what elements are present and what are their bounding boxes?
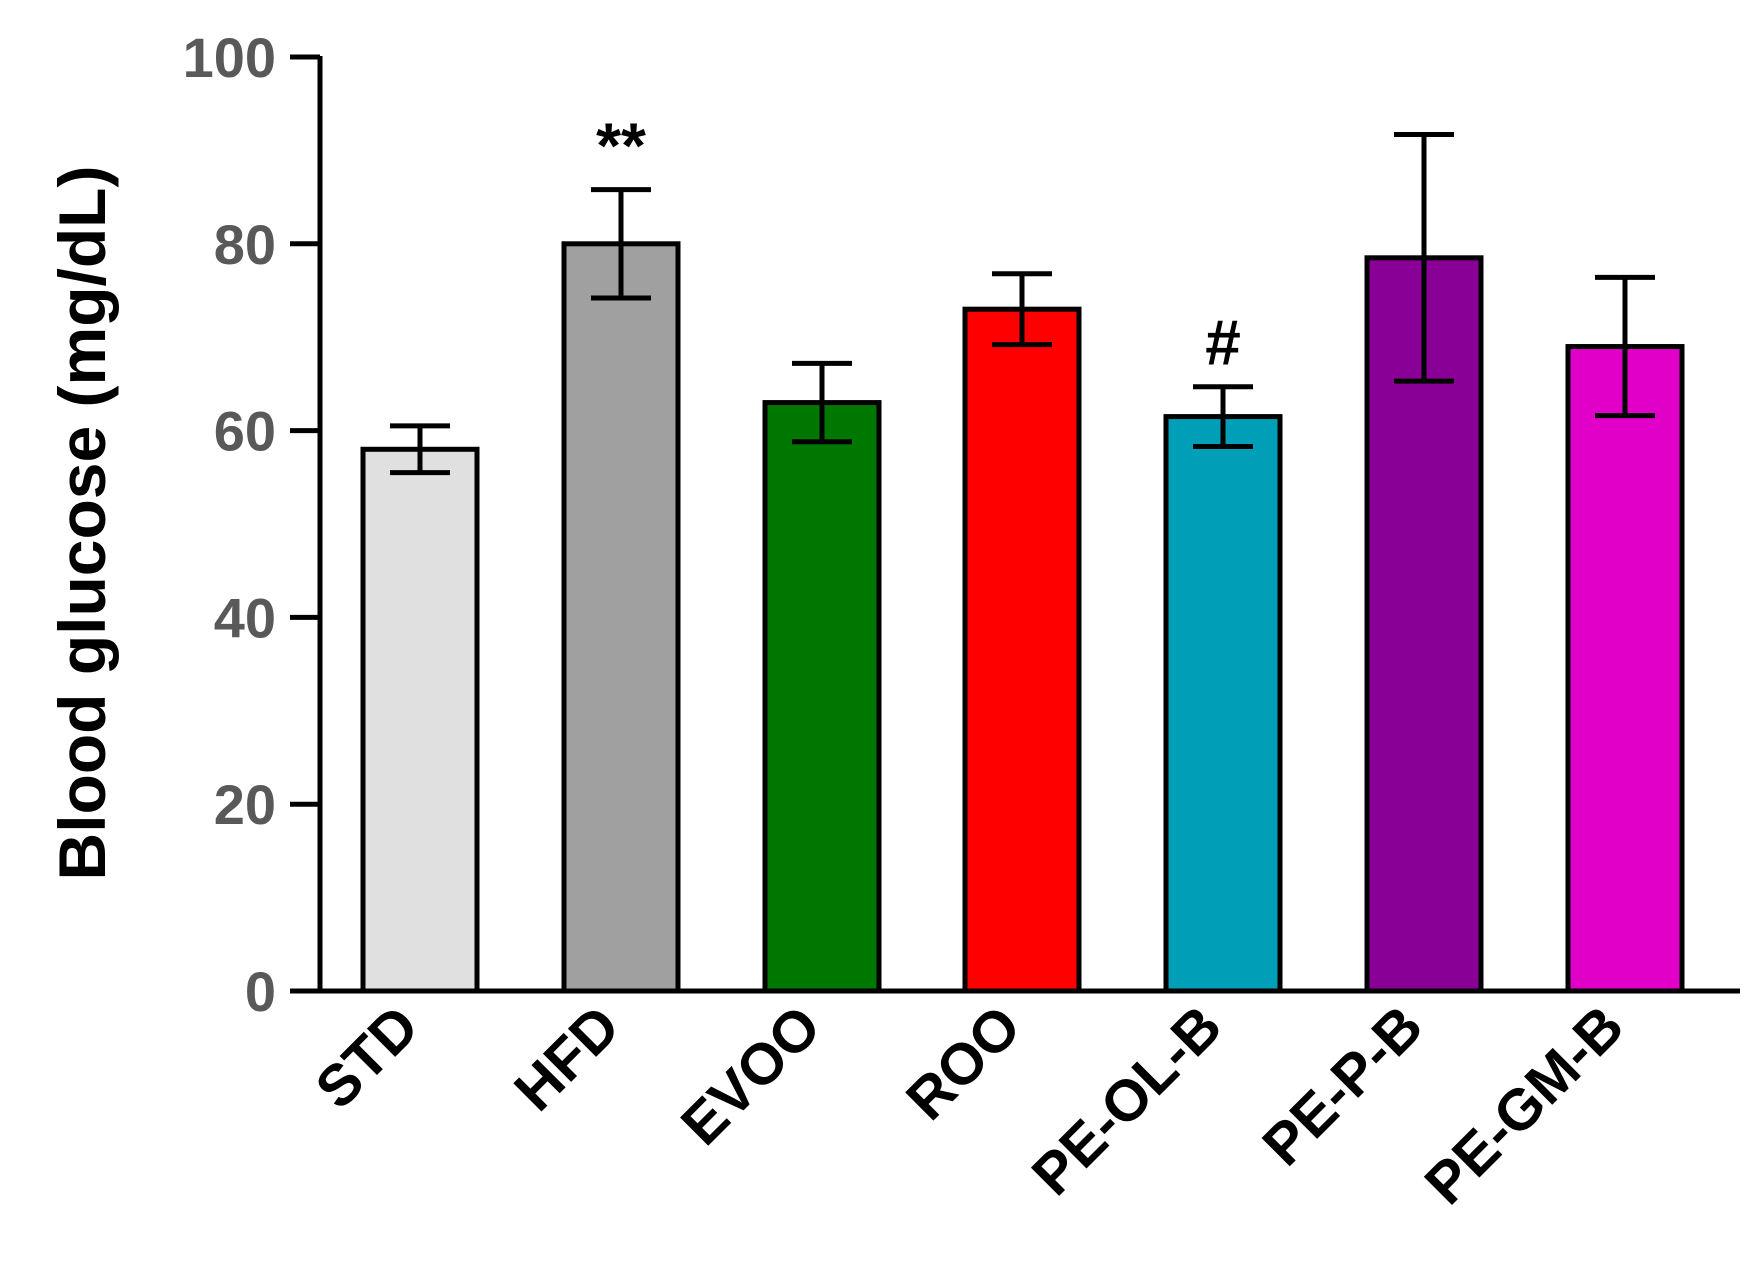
bar-pe-gm-b — [1565, 344, 1685, 994]
y-tick-label: 20 — [214, 773, 276, 836]
error-bar-evoo — [792, 360, 852, 445]
bar-hfd — [561, 241, 681, 994]
annotations-layer: ** # — [596, 110, 1241, 379]
axes-layer — [292, 56, 1740, 994]
error-bars-layer — [390, 132, 1655, 476]
error-bar-pe-gm-b — [1595, 274, 1655, 419]
x-tick-label: HFD — [502, 993, 632, 1123]
bars-layer — [360, 241, 1685, 994]
y-tick-label: 0 — [245, 960, 276, 1023]
error-bar-std — [390, 423, 450, 476]
y-tick-label: 80 — [214, 213, 276, 276]
x-tick-label: PE-P-B — [1250, 993, 1435, 1178]
error-bar-roo — [992, 271, 1052, 348]
y-axis-title: Blood glucose (mg/dL) — [45, 166, 119, 881]
error-bar-pe-ol-b — [1193, 384, 1253, 449]
x-tick-label: PE-OL-B — [1020, 993, 1235, 1208]
error-bar-hfd — [591, 187, 651, 301]
x-tick-label: PE-GM-B — [1413, 993, 1637, 1217]
bar-std — [360, 446, 480, 994]
y-ticks-layer: 0 20 40 60 80 100 — [183, 26, 320, 1023]
significance-marker: # — [1205, 307, 1241, 379]
error-bar-pe-p-b — [1394, 132, 1454, 384]
x-tick-label: ROO — [894, 993, 1033, 1132]
y-tick-label: 40 — [214, 586, 276, 649]
y-tick-label: 60 — [214, 400, 276, 463]
x-tick-label: EVOO — [669, 993, 833, 1157]
bar-evoo — [762, 400, 882, 994]
bar-roo — [962, 306, 1082, 994]
x-tick-label: STD — [303, 993, 431, 1121]
bar-pe-ol-b — [1163, 414, 1283, 994]
significance-marker: ** — [596, 110, 646, 182]
y-tick-label: 100 — [183, 26, 276, 89]
